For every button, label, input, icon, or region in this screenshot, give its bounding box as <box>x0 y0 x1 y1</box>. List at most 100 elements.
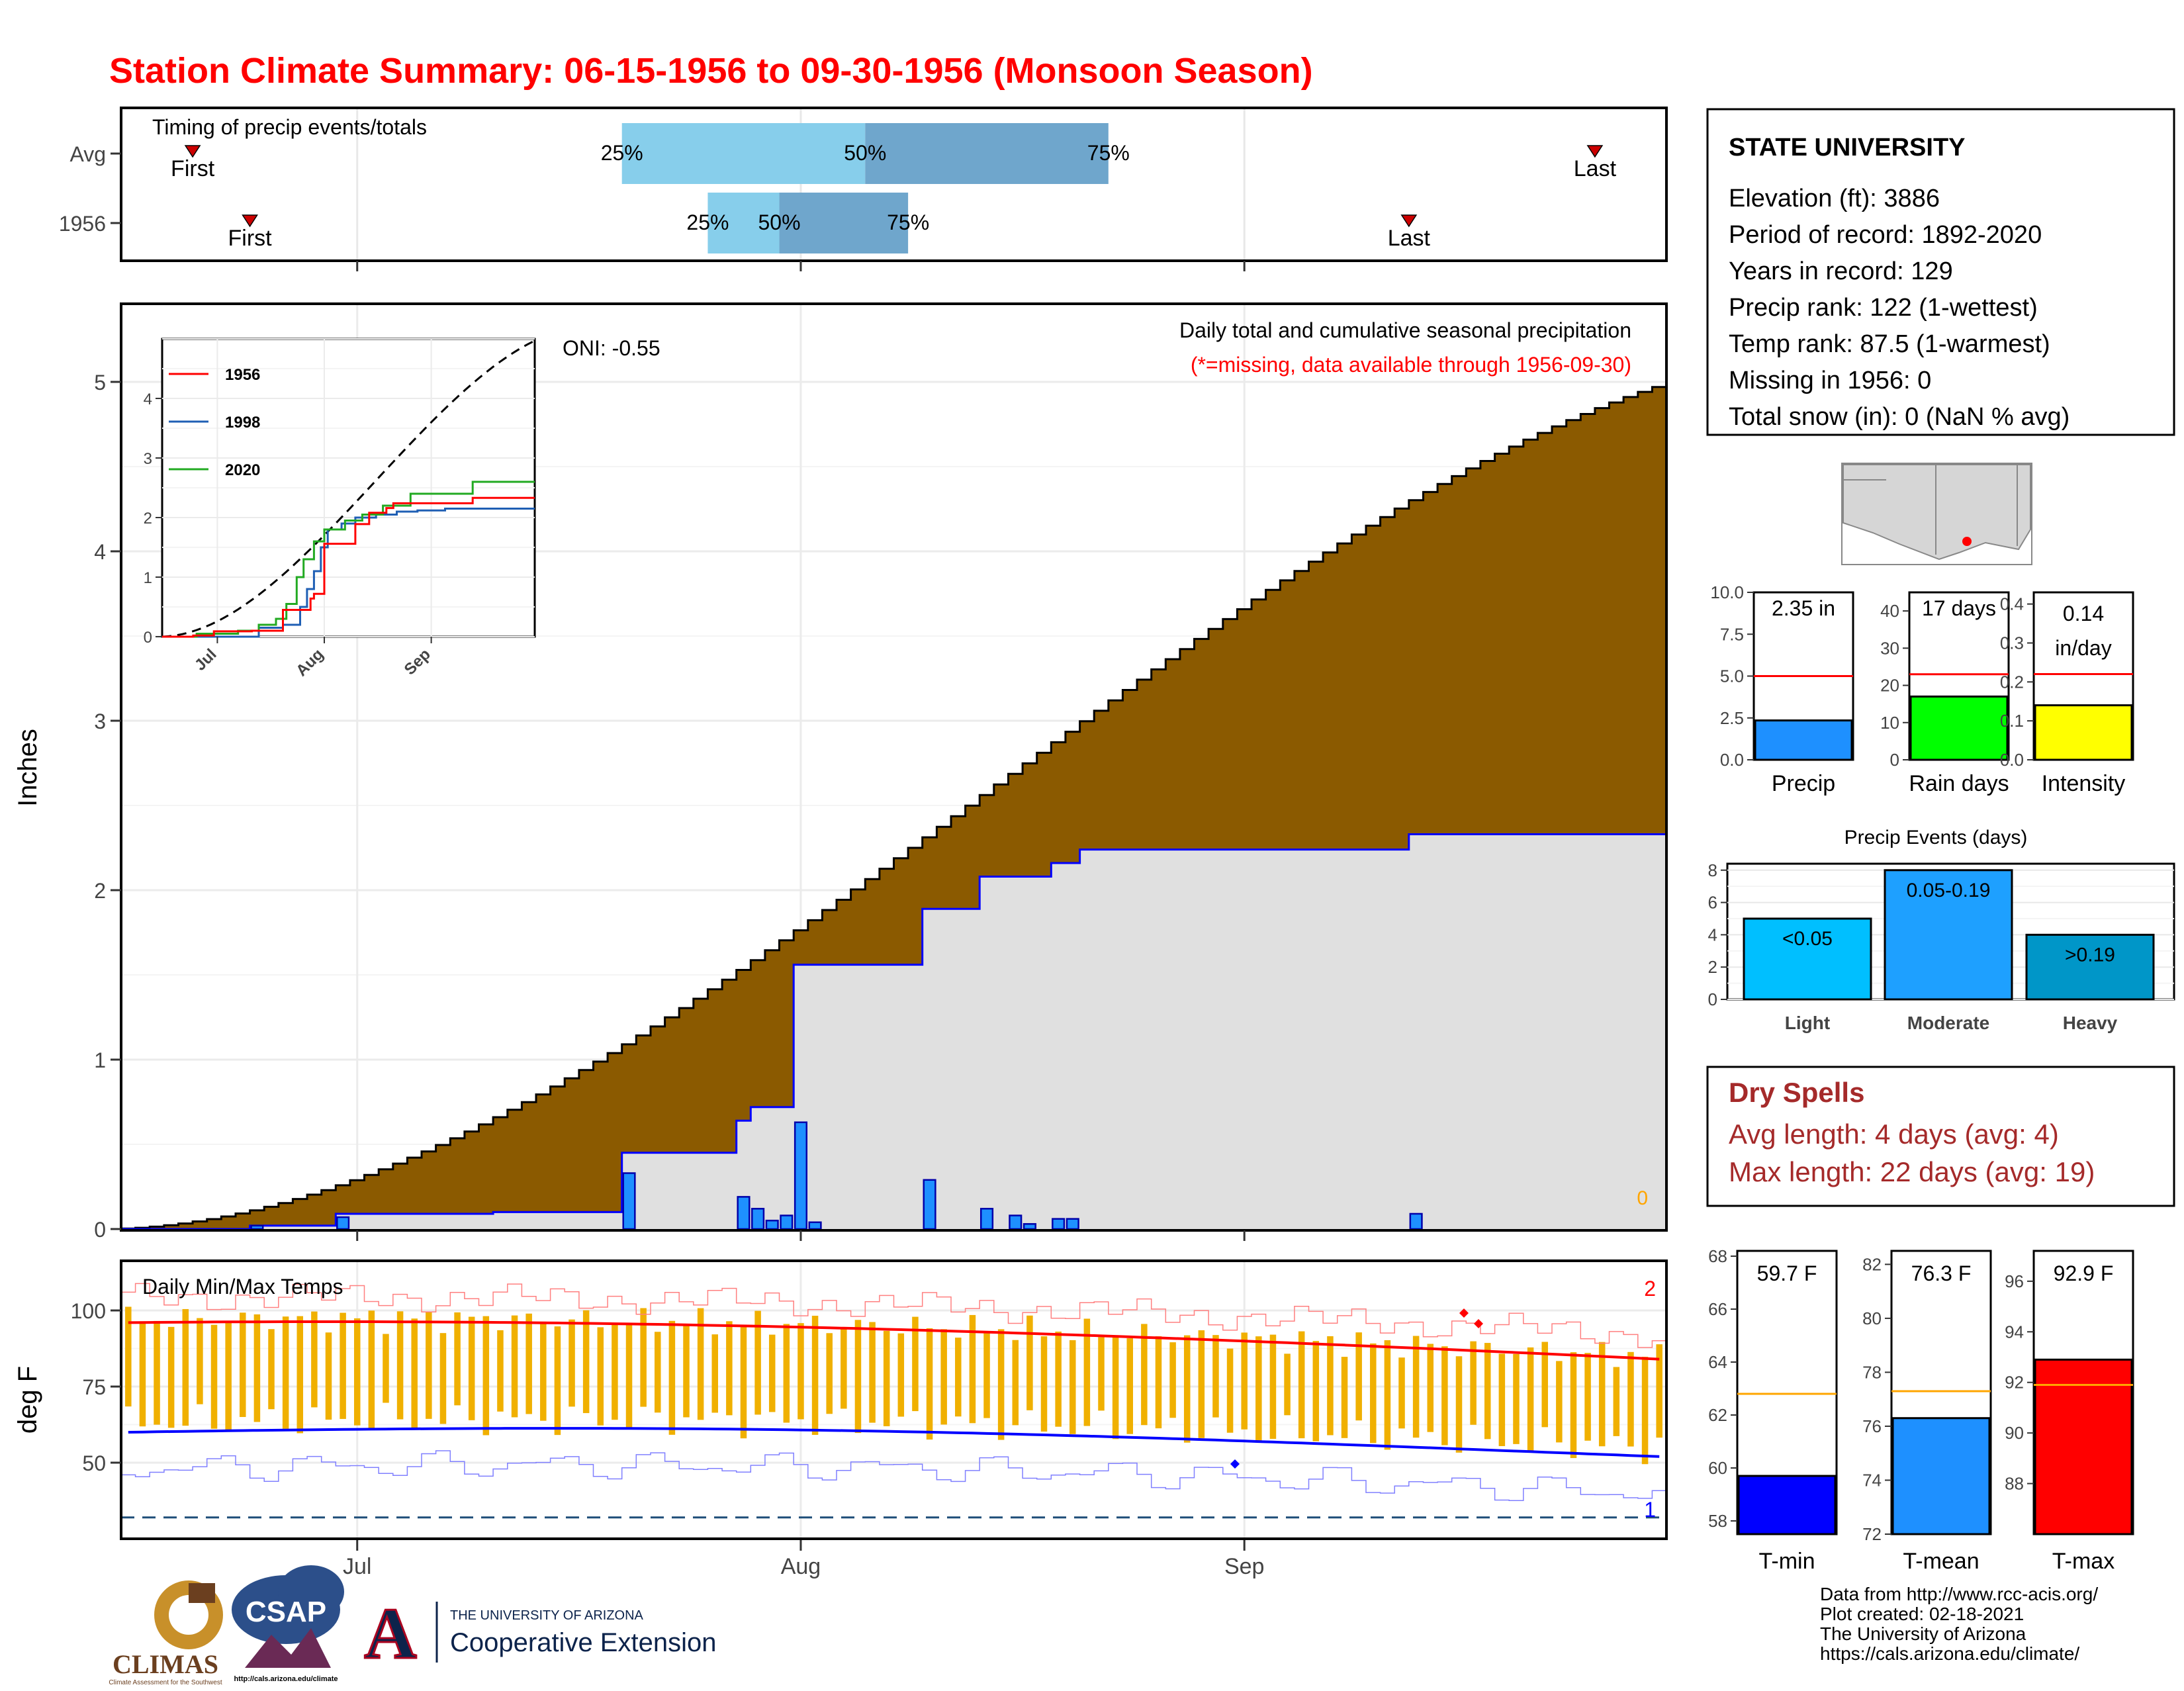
record-high-marker <box>1474 1319 1483 1328</box>
missing-count: 0 <box>1637 1187 1648 1209</box>
csap-url: http://cals.arizona.edu/climate <box>234 1675 338 1683</box>
climas-emblem-inner <box>169 1595 208 1635</box>
temp-summary-value-label: 92.9 F <box>2054 1261 2114 1285</box>
daily-temp-range-bar <box>1241 1332 1248 1430</box>
dry-spells-frame <box>1706 1066 2175 1207</box>
timing-marker-first <box>242 214 258 228</box>
summary-bar-value-label: 17 days <box>1922 596 1996 620</box>
daily-temp-range-bar <box>1412 1336 1420 1438</box>
timing-bar-50-75 <box>779 193 909 253</box>
footer-line: https://cals.arizona.edu/climate/ <box>1820 1643 2079 1664</box>
daily-temp-range-bar <box>1298 1331 1305 1439</box>
daily-precip-bar <box>923 1179 936 1230</box>
temp-y-axis-label: deg F <box>13 1366 42 1434</box>
record-high-marker <box>1459 1308 1469 1318</box>
temp-panel-frame <box>120 1259 1668 1540</box>
dry-spells-avg: Avg length: 4 days (avg: 4) <box>1729 1119 2059 1150</box>
footer-line: Plot created: 02-18-2021 <box>1820 1604 2024 1624</box>
dry-spells-box: Dry Spells Avg length: 4 days (avg: 4) M… <box>1706 1066 2175 1207</box>
summary-bar-axis-label: Rain days <box>1909 771 2009 796</box>
daily-temp-range-bar <box>883 1330 890 1426</box>
record-low-marker <box>1230 1459 1240 1469</box>
daily-temp-range-bar <box>1541 1342 1548 1428</box>
university-of-arizona-logo: A THE UNIVERSITY OF ARIZONA Cooperative … <box>363 1592 717 1675</box>
footer-line: The University of Arizona <box>1820 1623 2026 1644</box>
events-y-tick-label: 8 <box>1708 860 1717 880</box>
temp-y-tick-label: 50 <box>82 1451 106 1475</box>
daily-temp-range-bar <box>854 1320 862 1434</box>
daily-temp-range-bar <box>197 1318 203 1404</box>
timing-label-last: Last <box>1574 156 1617 181</box>
daily-temp-range-bar <box>983 1333 990 1418</box>
daily-temp-range-bar <box>1370 1343 1377 1443</box>
summary-bar-tick-label: 0 <box>1890 750 1899 770</box>
daily-temp-range-bar <box>1155 1336 1162 1429</box>
timing-label-75: 75% <box>887 210 929 234</box>
daily-temp-range-bar <box>1584 1353 1591 1441</box>
precip-event-category-label: Light <box>1785 1013 1830 1033</box>
station-location-marker <box>1962 537 1972 546</box>
daily-temp-range-bar <box>811 1316 819 1436</box>
precip-event-category-label: Heavy <box>2063 1013 2118 1033</box>
daily-temp-range-bar <box>897 1333 905 1417</box>
daily-precip-bar <box>1409 1212 1423 1230</box>
daily-precip-bar <box>808 1221 822 1230</box>
csap-mountain <box>245 1628 331 1668</box>
precip-event-bar <box>1884 869 2013 1001</box>
daily-temp-range-bar <box>783 1324 790 1423</box>
daily-temp-range-bar <box>1570 1352 1577 1459</box>
csap-logo: CSAP http://cals.arizona.edu/climate <box>232 1565 344 1683</box>
daily-temp-range-bar <box>225 1321 232 1432</box>
summary-bar-tick-label: 10 <box>1880 713 1899 733</box>
temp-summary-tick-label: 74 <box>1862 1470 1882 1490</box>
daily-temp-range-bar <box>240 1312 246 1417</box>
temp-summary-tick-label: 62 <box>1708 1405 1727 1425</box>
summary-bar-tick-label: 7.5 <box>1720 624 1744 644</box>
daily-temp-range-bar <box>1427 1344 1434 1432</box>
locator-map <box>1841 463 2032 565</box>
season-summary-bars: 2.35 in Precip 0.0 2.5 5.0 7.5 10.0 17 days Rain… <box>1710 582 2134 796</box>
temp-summary-axis-label: T-mean <box>1903 1549 1979 1574</box>
csap-cloud <box>278 1565 344 1618</box>
daily-temp-range-bar <box>1083 1318 1091 1426</box>
precip-events-chart: Precip Events (days) <0.05 Light 0.05-0.19… <box>1708 827 2175 1033</box>
daily-temp-range-bar <box>396 1311 404 1420</box>
inset-avg-line <box>161 340 535 638</box>
daily-temp-range-bar <box>1327 1336 1334 1436</box>
climas-logo: CLIMAS Climate Assessment for the Southw… <box>109 1580 223 1686</box>
daily-temp-range-bar <box>525 1313 532 1414</box>
daily-temp-range-bar <box>383 1334 389 1403</box>
summary-bar-tick-label: 10.0 <box>1710 582 1744 602</box>
daily-temp-range-bar <box>125 1306 132 1407</box>
summary-bar-tick-label: 2.5 <box>1720 708 1744 728</box>
daily-temp-range-bar <box>612 1322 618 1420</box>
temp-summary-axis-label: T-min <box>1759 1549 1815 1574</box>
timing-label-first: First <box>171 156 215 181</box>
events-y-tick-label: 6 <box>1708 893 1717 913</box>
daily-temp-range-bar <box>1627 1351 1634 1447</box>
precip-y-tick-label: 2 <box>94 879 106 903</box>
daily-temp-range-bar <box>768 1334 776 1412</box>
daily-temp-range-bar <box>268 1329 275 1410</box>
daily-temp-range-bar <box>1398 1357 1405 1429</box>
precip-panel-title: Daily total and cumulative seasonal prec… <box>1179 318 1631 342</box>
precip-y-tick-label: 0 <box>94 1218 106 1242</box>
daily-temp-range-bar <box>540 1321 547 1421</box>
precip-y-tick-label: 5 <box>94 371 106 394</box>
temp-y-tick-label: 100 <box>71 1299 106 1323</box>
daily-temp-range-bar <box>640 1308 647 1407</box>
daily-temp-range-bar <box>1556 1361 1563 1443</box>
daily-temp-range-bar <box>683 1325 690 1418</box>
daily-temp-range-bar <box>340 1312 346 1419</box>
inset-y-tick-label: 0 <box>144 629 152 647</box>
temp-summary-tick-label: 88 <box>2005 1474 2024 1494</box>
summary-bar-value <box>2034 704 2133 761</box>
precip-panel-frame <box>120 302 1668 1232</box>
temp-summary-axis-label: T-max <box>2052 1549 2115 1574</box>
timing-row-label: Avg <box>69 142 106 166</box>
daily-temp-range-bar <box>582 1310 590 1414</box>
daily-temp-range-bar <box>353 1318 361 1426</box>
daily-temp-range-bar <box>154 1320 160 1425</box>
summary-bar-tick-label: 0.2 <box>2000 672 2024 692</box>
station-info-line: Years in record: 129 <box>1729 257 1953 285</box>
